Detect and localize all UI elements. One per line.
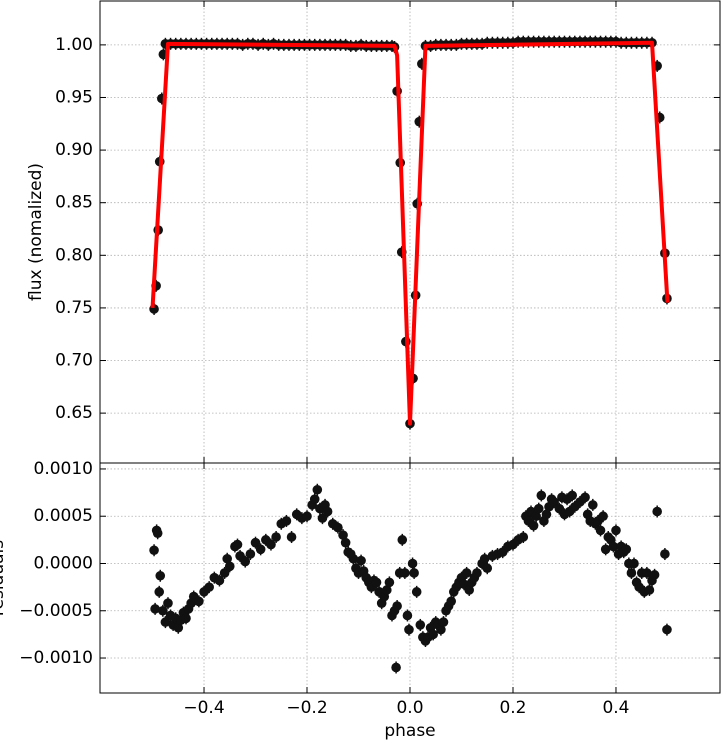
data-point (155, 570, 166, 581)
y-axis-label: residuals (0, 540, 8, 616)
data-point (598, 511, 608, 522)
x-axis-label: phase (384, 721, 435, 741)
data-point (411, 587, 422, 597)
data-point (660, 549, 670, 559)
data-point (600, 544, 611, 555)
data-point (518, 532, 529, 542)
data-point (402, 610, 413, 621)
data-point (621, 544, 632, 555)
data-point (397, 535, 408, 545)
model-line (150, 40, 670, 426)
data-point (644, 585, 655, 595)
y-tick-label: 0.90 (55, 140, 93, 160)
data-point (536, 490, 547, 501)
data-point (384, 577, 395, 588)
y-tick-label: −0.0005 (19, 601, 93, 621)
y-tick-label: 0.75 (55, 298, 93, 318)
data-point (662, 624, 672, 635)
y-tick-label: 0.95 (55, 87, 93, 107)
y-axis-label: flux (nomalized) (26, 163, 46, 301)
data-point (472, 568, 482, 578)
data-point (391, 662, 401, 673)
data-point (595, 525, 606, 536)
data-point (461, 568, 472, 578)
data-point (482, 563, 493, 574)
data-point (163, 598, 173, 608)
data-point (309, 494, 320, 505)
y-tick-label: 0.0000 (34, 553, 93, 573)
data-point (549, 497, 559, 507)
data-point (232, 539, 243, 550)
data-point (281, 516, 292, 526)
data-point (649, 570, 660, 580)
y-tick-label: 0.0010 (34, 459, 93, 479)
data-point (629, 558, 639, 569)
data-point (240, 556, 251, 567)
data-point (479, 553, 490, 564)
data-point (580, 492, 590, 503)
y-tick-label: −0.0010 (19, 648, 93, 668)
x-tick-label: −0.2 (286, 698, 327, 718)
data-point (181, 613, 191, 624)
x-tick-label: 0.2 (499, 698, 526, 718)
data-point (149, 545, 159, 556)
x-tick-label: 0.0 (396, 698, 423, 718)
data-point (626, 568, 637, 578)
plot-frame (99, 462, 721, 694)
data-point (245, 549, 256, 559)
data-point (446, 596, 456, 607)
y-tick-label: 1.00 (55, 35, 93, 55)
data-point (652, 506, 662, 517)
x-tick-label: −0.4 (183, 698, 224, 718)
data-point (340, 537, 351, 548)
data-point (611, 525, 621, 536)
data-point (154, 587, 165, 597)
data-point (348, 553, 359, 564)
data-point (317, 513, 328, 523)
data-point (428, 629, 438, 640)
data-point (302, 511, 312, 522)
data-point (322, 506, 333, 517)
data-point (371, 577, 382, 588)
y-tick-label: 0.85 (55, 193, 93, 213)
data-point (214, 575, 225, 586)
data-point (255, 544, 266, 555)
data-point (533, 503, 544, 514)
data-point (356, 555, 366, 566)
y-tick-label: 0.80 (55, 245, 93, 265)
data-point (312, 484, 323, 495)
data-point (194, 596, 204, 607)
x-tick-label: 0.4 (602, 698, 629, 718)
data-point (160, 617, 171, 627)
data-point (404, 624, 414, 635)
data-point (271, 532, 281, 542)
data-point (608, 541, 619, 552)
data-point (333, 522, 343, 533)
data-point (642, 568, 652, 578)
data-point (204, 582, 214, 592)
data-point (219, 568, 230, 578)
data-point (392, 601, 402, 611)
data-point (588, 500, 598, 510)
data-point (286, 532, 297, 542)
data-point (409, 568, 419, 578)
y-tick-label: 0.0005 (34, 506, 93, 526)
data-point (415, 620, 426, 630)
data-point (250, 537, 261, 548)
data-point (152, 528, 163, 539)
data-point (438, 617, 449, 627)
y-tick-label: 0.70 (55, 351, 93, 371)
data-point (407, 558, 418, 569)
data-point (528, 520, 539, 531)
data-point (567, 490, 578, 501)
y-tick-label: 0.65 (55, 403, 93, 423)
data-point (150, 604, 160, 614)
data-point (158, 605, 168, 616)
data-point (266, 539, 276, 550)
data-point (400, 568, 410, 578)
data-point (224, 561, 235, 572)
